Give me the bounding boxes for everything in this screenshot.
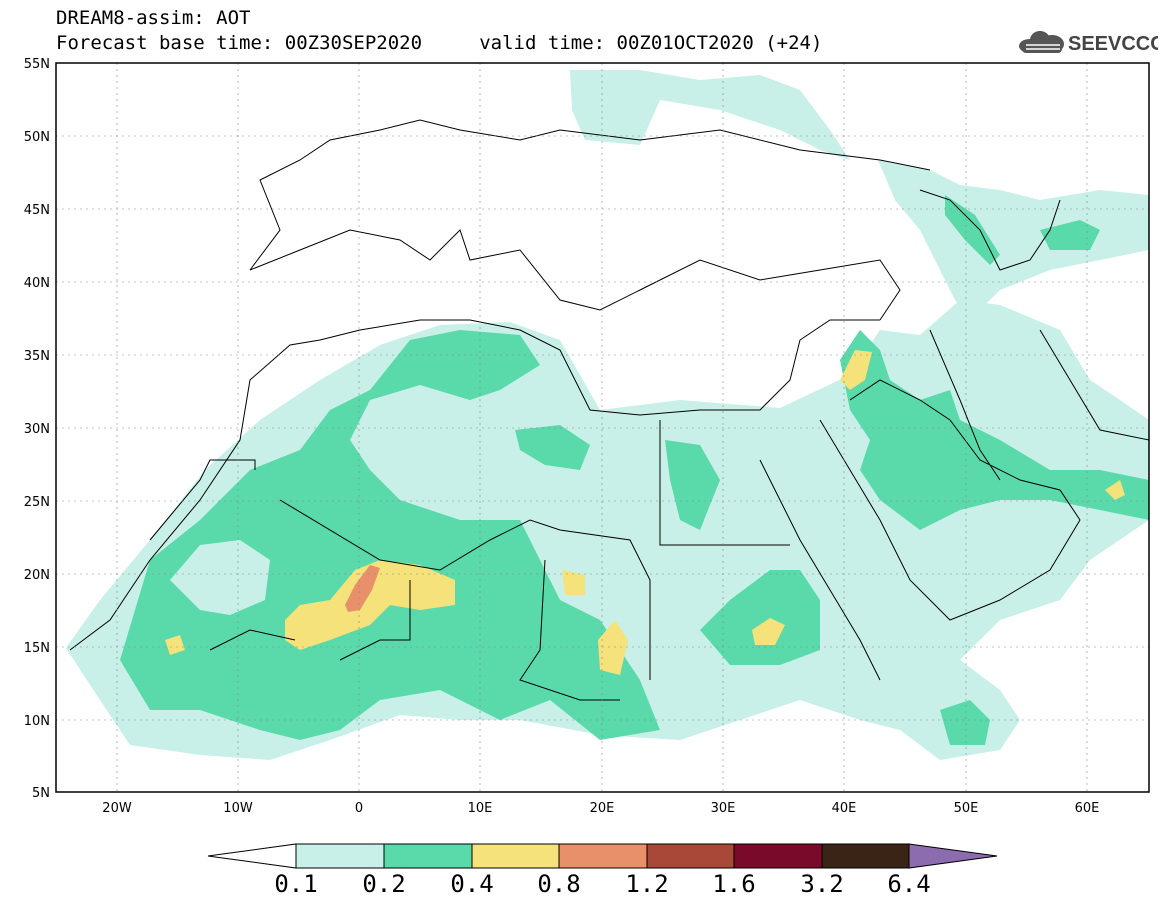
y-tick-label: 35N bbox=[24, 349, 50, 364]
colorbar-label: 0.4 bbox=[450, 870, 493, 898]
colorbar-swatch bbox=[558, 843, 648, 869]
aot-region-mid-arabia bbox=[840, 330, 1149, 530]
x-tick-label: 40E bbox=[832, 801, 857, 816]
aot-region-high-chad bbox=[562, 570, 585, 595]
y-tick-label: 5N bbox=[32, 786, 50, 801]
colorbar-label: 3.2 bbox=[800, 870, 843, 898]
aot-region-mid-libya bbox=[515, 425, 590, 470]
aot-region-very-high-mali bbox=[345, 565, 380, 612]
aot-region-high-gulf bbox=[1105, 480, 1125, 500]
y-tick-label: 15N bbox=[24, 641, 50, 656]
colorbar-swatch bbox=[733, 843, 823, 869]
x-tick-label: 10W bbox=[223, 801, 253, 816]
y-tick-label: 55N bbox=[24, 57, 50, 72]
y-tick-label: 45N bbox=[24, 203, 50, 218]
aot-region-mid-mauritania-hole bbox=[170, 540, 270, 615]
aot-region-light-caspian bbox=[878, 160, 1149, 320]
aot-region-high-sudan-west bbox=[598, 620, 628, 675]
y-tick-label: 50N bbox=[24, 130, 50, 145]
country-borders bbox=[69, 119, 1149, 701]
x-tick-label: 20E bbox=[590, 801, 615, 816]
colorbar-swatch bbox=[295, 843, 385, 869]
y-axis-ticks: 55N 50N 45N 40N 35N 30N 25N 20N 15N 10N … bbox=[24, 57, 50, 801]
x-tick-label: 60E bbox=[1075, 801, 1100, 816]
aot-region-high-sudan-east bbox=[752, 618, 785, 645]
y-tick-label: 10N bbox=[24, 714, 50, 729]
y-tick-label: 25N bbox=[24, 495, 50, 510]
aot-region-mid-west bbox=[120, 330, 660, 740]
colorbar-high-arrow bbox=[908, 843, 998, 869]
y-tick-label: 30N bbox=[24, 422, 50, 437]
aot-region-mid-caspian bbox=[945, 195, 1000, 265]
colorbar-label: 0.1 bbox=[274, 870, 317, 898]
aot-region-high-mali bbox=[285, 560, 455, 650]
x-tick-label: 0 bbox=[355, 801, 363, 816]
aot-region-mid-egypt bbox=[665, 440, 720, 530]
colorbar-label: 1.6 bbox=[712, 870, 755, 898]
forecast-times: Forecast base time: 00Z30SEP2020 valid t… bbox=[56, 32, 823, 54]
colorbar-label: 6.4 bbox=[887, 870, 930, 898]
colorbar: 0.1 0.2 0.4 0.8 1.2 1.6 3.2 6.4 bbox=[207, 843, 998, 898]
x-tick-label: 10E bbox=[468, 801, 493, 816]
aot-region-high-senegal bbox=[165, 635, 185, 655]
logo-text: SEEVCCC bbox=[1068, 33, 1158, 55]
aot-fields bbox=[66, 70, 1149, 760]
colorbar-swatch bbox=[383, 843, 473, 869]
colorbar-swatch bbox=[821, 843, 910, 869]
y-tick-label: 20N bbox=[24, 568, 50, 583]
seevccc-logo: SEEVCCC bbox=[1019, 31, 1158, 55]
colorbar-swatch bbox=[471, 843, 560, 869]
lat-lon-grid bbox=[56, 63, 1149, 792]
x-axis-ticks: 20W 10W 0 10E 20E 30E 40E 50E 60E bbox=[102, 801, 1099, 816]
colorbar-label: 0.2 bbox=[362, 870, 405, 898]
x-tick-label: 50E bbox=[954, 801, 979, 816]
x-tick-label: 30E bbox=[711, 801, 736, 816]
aot-region-mid-turkmen bbox=[1040, 220, 1100, 250]
colorbar-low-arrow bbox=[207, 843, 297, 869]
colorbar-label: 0.8 bbox=[537, 870, 580, 898]
y-tick-label: 40N bbox=[24, 276, 50, 291]
map-frame bbox=[55, 62, 1150, 793]
map-title: DREAM8-assim: AOT bbox=[56, 7, 251, 29]
colorbar-swatch bbox=[646, 843, 735, 869]
x-tick-label: 20W bbox=[102, 801, 132, 816]
aot-region-mid-sudan bbox=[700, 570, 820, 665]
aot-region-light-north bbox=[570, 70, 850, 160]
aot-region-high-iraq bbox=[840, 350, 872, 390]
aot-region-mid-ethiopia bbox=[940, 700, 990, 745]
colorbar-label: 1.2 bbox=[625, 870, 668, 898]
